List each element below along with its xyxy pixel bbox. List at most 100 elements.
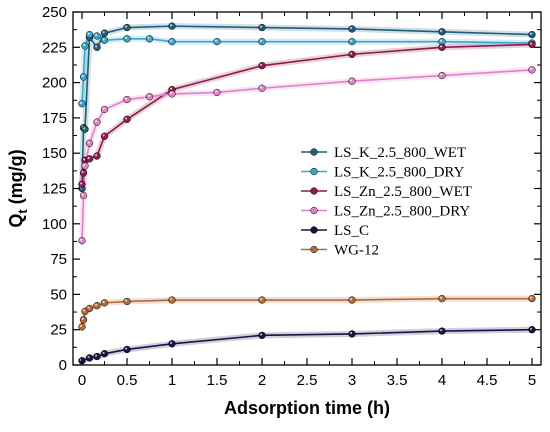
data-point [79, 73, 88, 81]
data-point [528, 66, 536, 74]
data-point-highlight [102, 31, 105, 34]
data-point [79, 169, 88, 177]
legend-label: LS_Zn_2.5_800_DRY [334, 204, 470, 220]
x-tick-label: 1.5 [207, 372, 228, 389]
x-tick-label: 3 [348, 372, 356, 389]
data-point [348, 25, 356, 33]
data-point [213, 38, 221, 46]
y-tick-label: 0 [59, 357, 67, 374]
data-point [528, 30, 536, 39]
series-markers-layer [78, 22, 536, 365]
data-point-highlight [260, 86, 263, 89]
data-point [78, 323, 86, 331]
legend-swatch-marker [310, 187, 318, 195]
legend-swatch-marker [310, 226, 318, 234]
data-point [123, 345, 131, 354]
data-point [258, 84, 266, 92]
data-point-highlight [125, 347, 128, 350]
y-tick-label: 200 [42, 75, 67, 92]
x-tick-label: 5 [528, 372, 536, 389]
legend-label: LS_C [334, 223, 369, 239]
data-point-highlight [125, 97, 128, 100]
data-point-highlight [82, 43, 86, 47]
data-point-highlight [440, 296, 443, 299]
data-point-highlight [81, 317, 84, 321]
series-glow [79, 295, 532, 328]
data-point [93, 118, 101, 126]
y-tick-labels: 0 25 50 75 100 125 150 175 200 225 250 [42, 4, 67, 374]
data-point [78, 180, 86, 188]
y-tick-label: 175 [42, 110, 67, 127]
y-tick-label: 100 [42, 216, 67, 233]
data-point [78, 237, 86, 245]
data-point [168, 296, 176, 304]
y-axis-label: Qt (mg/g) [6, 149, 30, 227]
data-point [123, 95, 131, 104]
data-point-highlight [147, 36, 150, 40]
data-point-highlight [125, 36, 128, 40]
data-point [438, 28, 446, 36]
x-tick-labels: 0 0.5 1 1.5 2 2.5 3 3.5 4 4.5 5 [78, 372, 536, 389]
y-tick-label: 125 [42, 181, 67, 198]
data-point-highlight [82, 309, 86, 312]
data-point [79, 191, 88, 200]
y-tick-label: 150 [42, 145, 67, 162]
data-point [100, 350, 109, 358]
data-point-highlight [87, 306, 90, 309]
data-point-highlight [80, 101, 83, 104]
data-point [123, 23, 131, 32]
data-point-highlight [95, 120, 98, 123]
y-axis-label-main: Q [6, 214, 26, 228]
data-point [168, 340, 176, 348]
x-tick-label: 3.5 [387, 372, 408, 389]
data-point [85, 155, 94, 163]
series-line [81, 43, 533, 185]
data-point-highlight [95, 45, 98, 48]
data-point-highlight [95, 354, 98, 357]
x-tick-label: 0 [78, 372, 86, 389]
data-point [145, 35, 154, 43]
data-point-highlight [170, 24, 173, 27]
y-tick-label: 50 [50, 286, 67, 303]
data-point [258, 62, 266, 70]
data-point [438, 43, 446, 51]
data-point [93, 302, 101, 310]
series-glow [79, 41, 533, 185]
legend-label: LS_K_2.5_800_WET [334, 145, 466, 161]
data-point [145, 93, 154, 101]
data-point [79, 316, 88, 324]
data-point-highlight [530, 67, 533, 71]
data-point-highlight [81, 193, 84, 196]
data-point-highlight [530, 42, 533, 45]
data-point [168, 22, 176, 30]
data-point [93, 352, 101, 361]
data-point-highlight [81, 74, 84, 78]
data-point-highlight [350, 52, 353, 55]
data-point-highlight [95, 303, 98, 306]
data-point [85, 304, 94, 313]
data-point-highlight [102, 38, 105, 41]
legend-swatch-marker [310, 245, 318, 254]
data-point-highlight [80, 324, 83, 328]
data-point-highlight [260, 298, 263, 301]
data-point-highlight [87, 32, 90, 35]
legend-swatch-marker [310, 206, 318, 215]
data-point-highlight [102, 300, 105, 304]
data-point [438, 294, 446, 303]
data-point [348, 296, 356, 304]
x-tick-label: 4 [438, 372, 446, 389]
data-point-highlight [260, 39, 263, 42]
data-point [123, 35, 131, 43]
data-point [93, 32, 101, 40]
data-point-highlight [170, 91, 173, 95]
data-point-highlight [350, 39, 353, 42]
data-point [93, 152, 101, 160]
data-point [258, 296, 266, 304]
legend-swatch-marker [310, 167, 318, 176]
series-line [81, 328, 533, 362]
data-point-highlight [530, 327, 533, 330]
y-axis-label-subscript: t [15, 209, 30, 214]
data-point [100, 29, 109, 37]
data-point-highlight [125, 117, 128, 120]
